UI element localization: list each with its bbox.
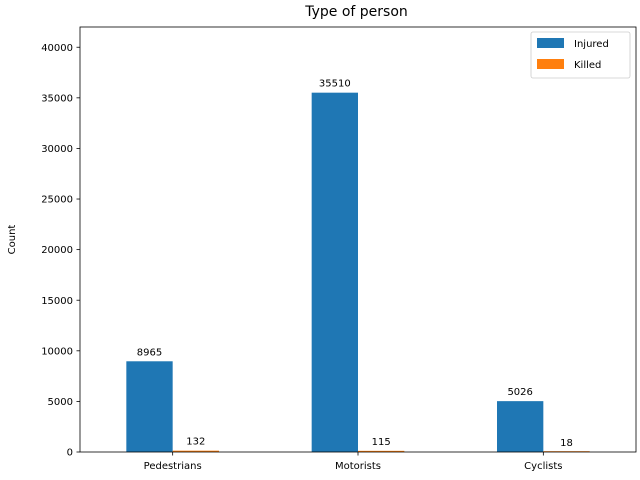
x-tick-label: Pedestrians <box>144 461 202 472</box>
data-label-killed-pedestrians: 132 <box>186 437 205 448</box>
data-label-killed-motorists: 115 <box>372 437 391 448</box>
legend: Injured Killed <box>530 31 631 79</box>
data-label-injured-cyclists: 5026 <box>507 387 532 398</box>
legend-swatch-injured <box>537 38 564 48</box>
legend-swatch-killed <box>537 59 564 69</box>
bar-killed-pedestrians <box>172 450 219 452</box>
y-tick-label: 20000 <box>41 245 73 256</box>
y-tick-label: 40000 <box>41 43 73 54</box>
y-tick-label: 35000 <box>41 93 73 104</box>
x-tick-label: Motorists <box>335 461 381 472</box>
legend-label-injured: Injured <box>574 39 609 50</box>
y-axis-label: Count <box>7 225 18 255</box>
data-label-injured-pedestrians: 8965 <box>137 347 162 358</box>
y-tick-label: 25000 <box>41 195 73 206</box>
data-label-killed-cyclists: 18 <box>560 438 573 449</box>
x-tick-label: Cyclists <box>524 461 562 472</box>
chart-title: Type of person <box>304 4 408 20</box>
plot-area: 8965 35510 5026 132 115 18 0 5000 10000 15000 2000… <box>41 26 637 472</box>
bar-injured-motorists <box>311 92 358 453</box>
bar-injured-pedestrians <box>126 361 173 452</box>
legend-label-killed: Killed <box>574 60 601 71</box>
data-label-injured-motorists: 35510 <box>319 79 351 90</box>
y-tick-label: 0 <box>67 448 73 459</box>
y-tick-label: 5000 <box>48 397 73 408</box>
y-tick-label: 10000 <box>41 346 73 357</box>
bar-injured-cyclists <box>497 401 544 452</box>
y-tick-label: 30000 <box>41 144 73 155</box>
y-tick-label: 15000 <box>41 296 73 307</box>
bar-killed-motorists <box>358 450 405 452</box>
